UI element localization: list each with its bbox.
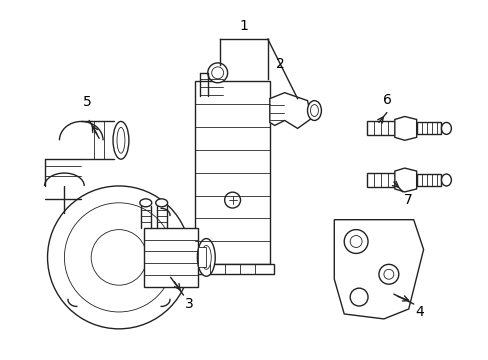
Text: 7: 7: [403, 193, 412, 207]
Ellipse shape: [441, 122, 450, 134]
Ellipse shape: [211, 67, 223, 79]
Text: 6: 6: [382, 93, 391, 107]
Circle shape: [47, 186, 190, 329]
Ellipse shape: [140, 199, 151, 207]
Polygon shape: [394, 168, 416, 192]
Ellipse shape: [197, 239, 215, 276]
Circle shape: [91, 230, 146, 285]
Ellipse shape: [207, 63, 227, 83]
Bar: [416, 174, 441, 186]
Text: 3: 3: [184, 297, 193, 311]
Ellipse shape: [76, 206, 98, 220]
Text: 4: 4: [415, 305, 424, 319]
Circle shape: [64, 203, 173, 312]
Ellipse shape: [307, 100, 321, 121]
Circle shape: [344, 230, 367, 253]
Bar: [416, 122, 441, 134]
Bar: [191, 264, 273, 274]
Text: 2: 2: [275, 57, 284, 71]
Ellipse shape: [113, 121, 129, 159]
Polygon shape: [269, 93, 311, 129]
Text: 1: 1: [239, 19, 248, 33]
Ellipse shape: [117, 127, 124, 153]
Circle shape: [349, 235, 361, 247]
Bar: [195, 81, 269, 264]
Ellipse shape: [80, 209, 94, 217]
Ellipse shape: [155, 199, 167, 207]
Bar: [198, 247, 206, 267]
Circle shape: [383, 269, 393, 279]
Ellipse shape: [201, 246, 211, 269]
Circle shape: [378, 264, 398, 284]
Polygon shape: [334, 220, 423, 319]
Bar: [366, 121, 394, 135]
Ellipse shape: [441, 174, 450, 186]
Polygon shape: [394, 117, 416, 140]
Bar: [366, 173, 394, 187]
Circle shape: [349, 288, 367, 306]
Ellipse shape: [310, 105, 318, 117]
Text: 5: 5: [82, 95, 91, 109]
Circle shape: [224, 192, 240, 208]
Bar: [143, 228, 198, 287]
